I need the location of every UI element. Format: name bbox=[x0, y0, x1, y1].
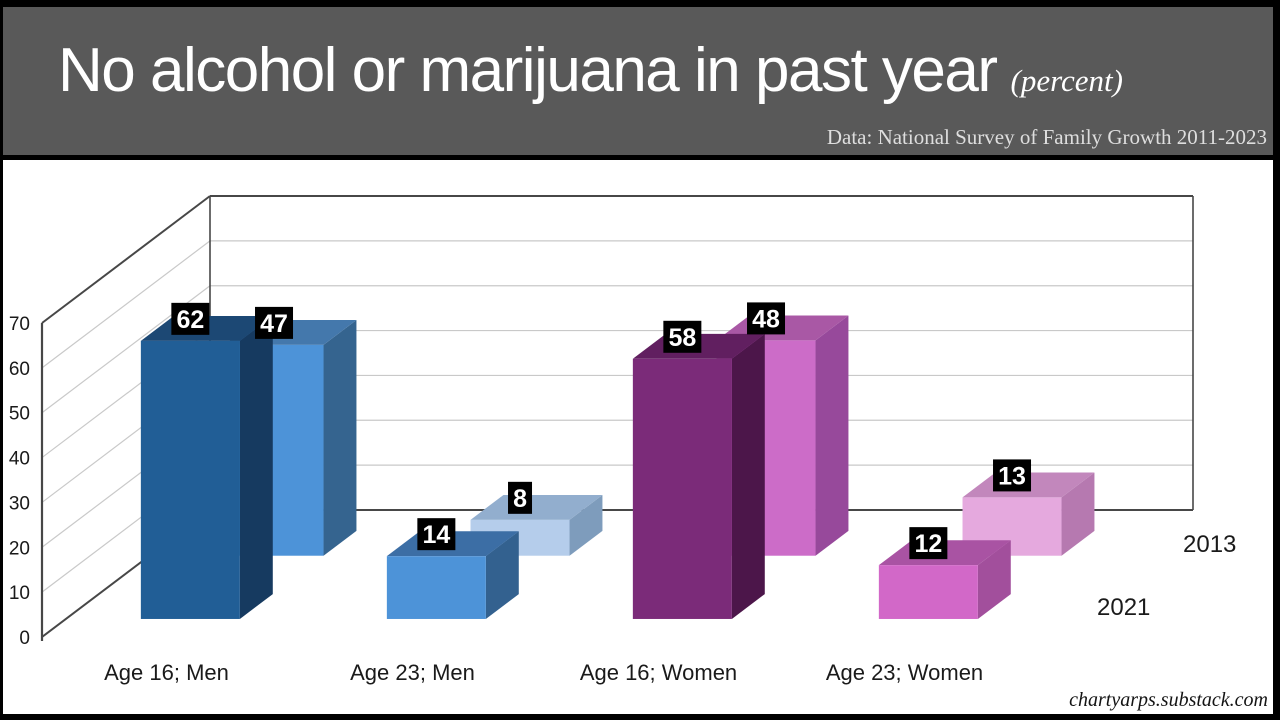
chart-title-text: No alcohol or marijuana in past year bbox=[58, 36, 998, 105]
chart-title: No alcohol or marijuana in past year (per… bbox=[58, 40, 1123, 102]
chart-panel bbox=[3, 160, 1273, 714]
attribution: chartyarps.substack.com bbox=[1069, 689, 1268, 711]
data-source-note: Data: National Survey of Family Growth 2… bbox=[826, 125, 1267, 149]
header-band: No alcohol or marijuana in past year (per… bbox=[3, 7, 1273, 155]
chart-title-units: (percent) bbox=[1010, 63, 1123, 98]
